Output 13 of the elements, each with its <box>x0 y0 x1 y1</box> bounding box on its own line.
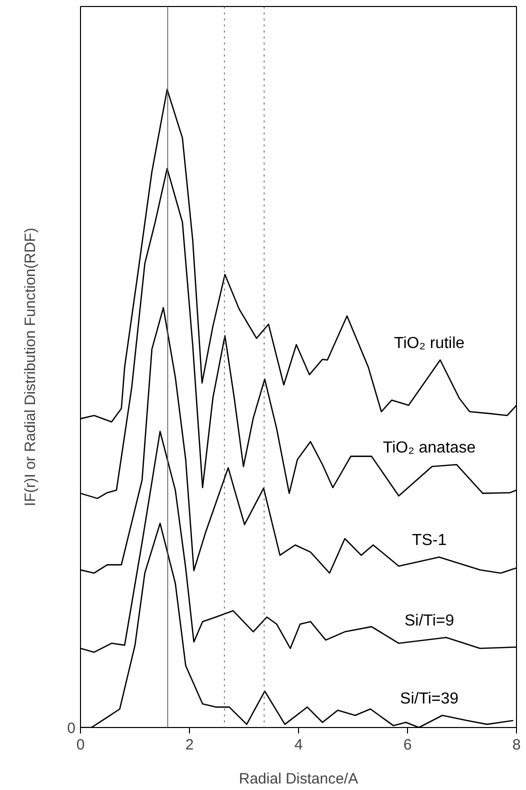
x-tick-label: 6 <box>403 736 412 754</box>
series-label: Si/Ti=39 <box>400 690 459 708</box>
x-tick-label: 2 <box>185 736 194 754</box>
series-label: TS-1 <box>412 532 447 550</box>
x-axis-title: Radial Distance/A <box>238 770 358 788</box>
y-axis-title: IF(r)I or Radial Distribution Function(RDF) <box>22 228 40 506</box>
x-tick-label: 0 <box>76 736 85 754</box>
text: 0 <box>67 720 76 737</box>
series-label: Si/Ti=9 <box>404 612 454 630</box>
x-tick-label: 8 <box>512 736 521 754</box>
series-label: TiO₂ rutile <box>394 334 465 352</box>
series-label: TiO₂ anatase <box>382 440 476 457</box>
x-tick-label: 4 <box>294 736 303 754</box>
